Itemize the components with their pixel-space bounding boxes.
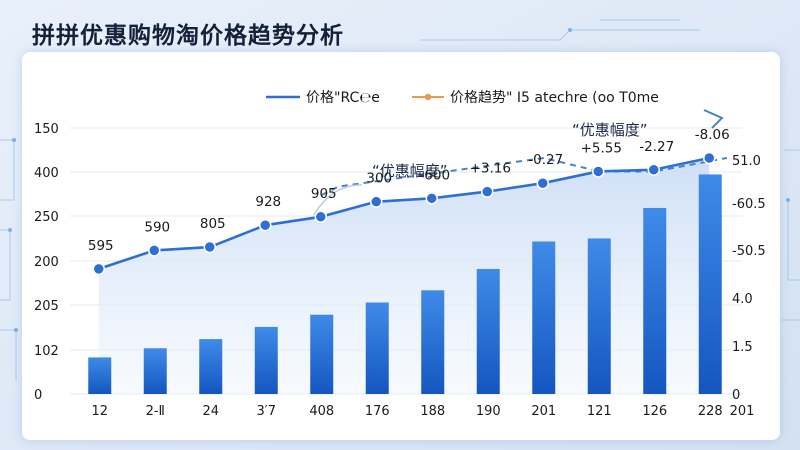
right-tick-label: -50.5 bbox=[732, 244, 766, 259]
price-point bbox=[259, 218, 272, 232]
price-data-label: -8.06 bbox=[695, 127, 730, 143]
left-axis: 150 400 250 200 205 102 0 bbox=[34, 122, 59, 403]
bar bbox=[143, 348, 167, 394]
x-tick-label: 228 bbox=[698, 404, 723, 419]
x-tick-label: 121 bbox=[587, 404, 612, 419]
x-tick-label: 126 bbox=[642, 404, 667, 419]
x-tick-label: 190 bbox=[476, 404, 501, 419]
left-tick-label: 250 bbox=[34, 210, 59, 225]
x-tick-label: 2-Ⅱ bbox=[146, 404, 165, 419]
left-tick-label: 400 bbox=[34, 166, 59, 181]
price-point bbox=[703, 151, 716, 165]
x-tick-label: 3′7 bbox=[257, 404, 277, 419]
legend: 价格"RC℮e 价格趋势" I5 atechre (oo T0me bbox=[266, 90, 659, 106]
x-axis: 12 2-Ⅱ 24 3′7 408 176 188 190 201 121 126 228 201 bbox=[91, 404, 754, 419]
price-data-label: 805 bbox=[200, 216, 226, 232]
right-tick-label: 1.5 bbox=[732, 340, 753, 355]
price-line bbox=[98, 156, 710, 271]
legend-trend-marker bbox=[424, 93, 432, 101]
bar-series bbox=[88, 174, 722, 394]
annotation-discount-left: “优惠幅度” bbox=[372, 162, 448, 180]
price-point bbox=[148, 244, 161, 257]
right-tick-label: 4.0 bbox=[732, 292, 753, 307]
bar bbox=[310, 314, 334, 394]
left-tick-label: 102 bbox=[34, 344, 59, 359]
trend-series bbox=[313, 156, 728, 216]
trend-curve bbox=[313, 184, 362, 216]
trend-arrow-icon bbox=[703, 109, 724, 129]
price-data-label: +3.16 bbox=[470, 161, 511, 177]
price-data-label: -0.27 bbox=[528, 152, 563, 168]
price-point bbox=[370, 195, 383, 208]
bar bbox=[532, 241, 556, 394]
legend-trend-label: 价格趋势" I5 atechre (oo T0me bbox=[450, 90, 659, 106]
x-corner-tick-label: 201 bbox=[730, 404, 755, 419]
price-data-label: 300 bbox=[366, 171, 392, 187]
x-tick-label: 188 bbox=[420, 404, 445, 419]
bar bbox=[698, 174, 722, 394]
x-tick-label: 408 bbox=[309, 404, 334, 419]
left-tick-label: 150 bbox=[34, 122, 59, 137]
price-point bbox=[203, 240, 216, 254]
left-tick-label: 0 bbox=[34, 388, 42, 403]
price-data-label: +5.55 bbox=[581, 140, 622, 156]
data-labels: 595 590 805 928 905 300 -600 +3.16 -0.27 +5.55 -2.… bbox=[88, 127, 730, 254]
x-tick-label: 12 bbox=[91, 404, 108, 419]
left-tick-label: 205 bbox=[34, 299, 59, 314]
x-tick-label: 201 bbox=[531, 404, 556, 419]
price-area bbox=[98, 158, 710, 394]
right-tick-label: 51.0 bbox=[732, 154, 761, 169]
bar bbox=[476, 268, 500, 394]
price-data-label: 905 bbox=[311, 186, 337, 202]
bar bbox=[643, 207, 667, 394]
right-tick-label: -60.5 bbox=[732, 197, 766, 212]
price-point bbox=[314, 210, 327, 224]
price-point bbox=[592, 165, 605, 178]
trend-line bbox=[321, 156, 728, 196]
bar bbox=[421, 290, 445, 394]
price-data-label: -600 bbox=[419, 167, 450, 183]
price-data-label: -2.27 bbox=[639, 139, 674, 155]
page-title: 拼拼优惠购物淘价格趋势分析 bbox=[32, 23, 344, 49]
x-tick-label: 176 bbox=[365, 404, 390, 419]
bar bbox=[254, 326, 278, 394]
bar bbox=[199, 339, 223, 394]
price-point bbox=[481, 185, 494, 198]
annotation-discount-right: “优惠幅度” bbox=[572, 121, 648, 139]
bar bbox=[587, 238, 611, 394]
area-fill bbox=[98, 158, 710, 394]
price-data-label: 595 bbox=[88, 238, 114, 254]
left-tick-label: 200 bbox=[34, 255, 59, 270]
bar bbox=[88, 357, 112, 394]
price-series bbox=[92, 151, 716, 276]
x-tick-label: 24 bbox=[202, 404, 219, 419]
right-tick-label: 0 bbox=[732, 388, 740, 403]
price-point bbox=[536, 176, 549, 190]
price-point bbox=[647, 163, 660, 177]
bar bbox=[365, 302, 389, 394]
legend-line-label: 价格"RC℮e bbox=[306, 90, 380, 106]
price-point bbox=[425, 192, 438, 205]
right-axis: 51.0 -60.5 -50.5 4.0 1.5 0 bbox=[732, 154, 766, 403]
price-data-label: 928 bbox=[255, 194, 281, 210]
price-data-label: 590 bbox=[144, 219, 170, 235]
price-point bbox=[92, 262, 105, 276]
